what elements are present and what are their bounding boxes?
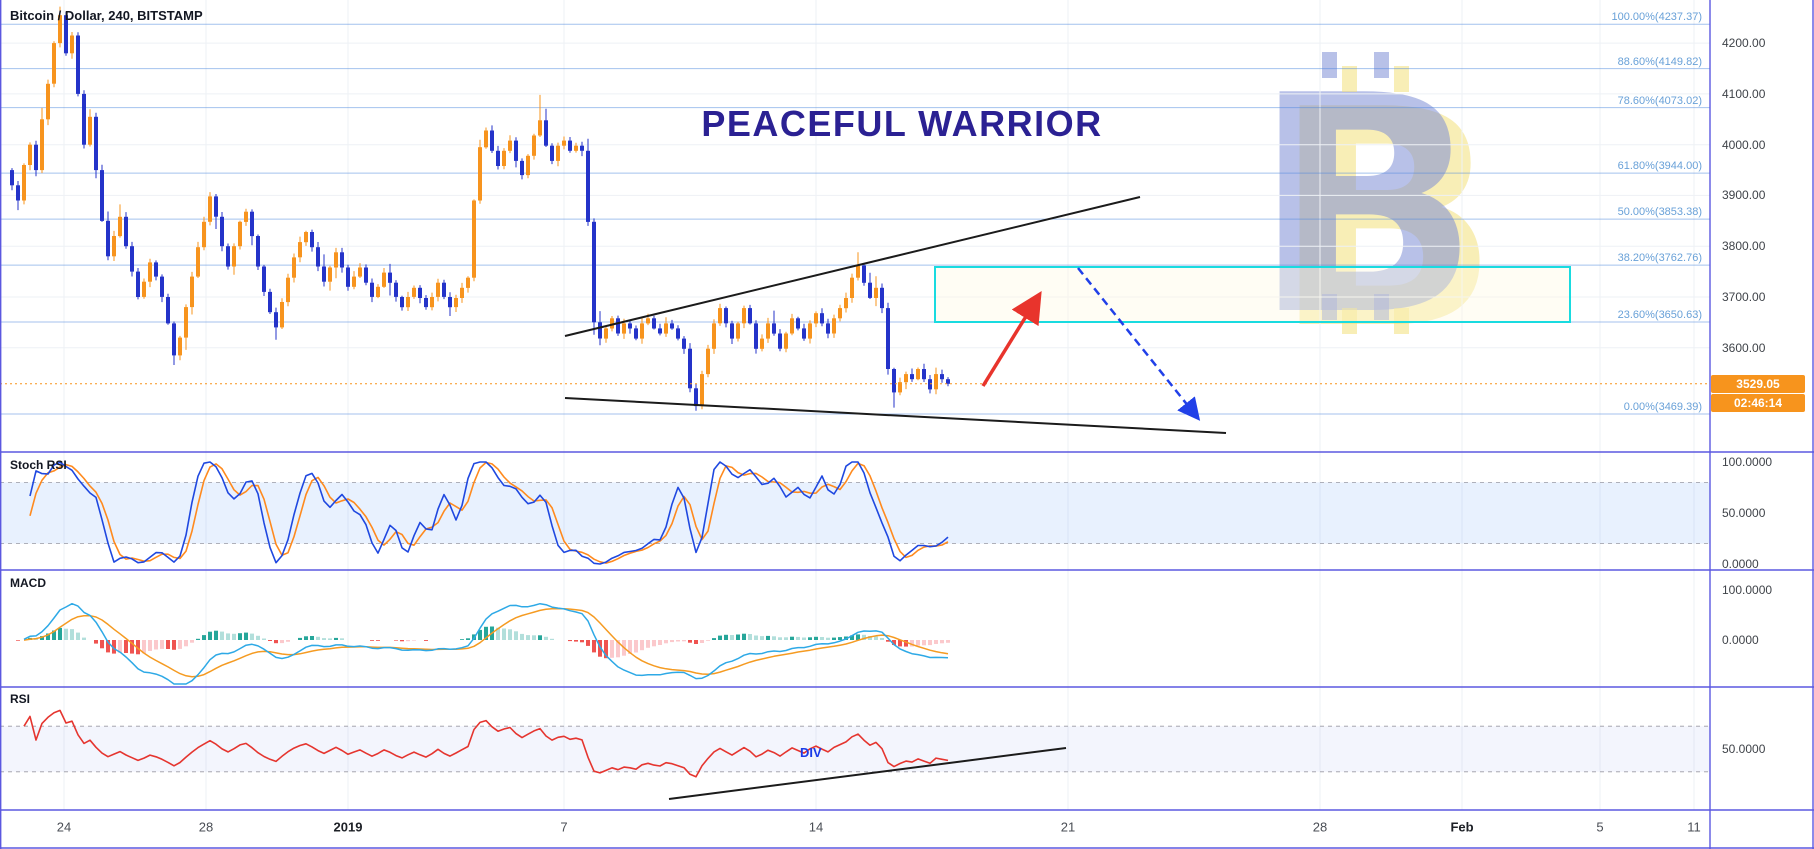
- price-trendline-2[interactable]: [564, 397, 1227, 434]
- bearish-arrow[interactable]: [1077, 267, 1201, 421]
- macd-line: [23, 602, 949, 685]
- stoch-d-line: [29, 461, 949, 564]
- bitcoin-top-bar-icon: [1374, 52, 1389, 78]
- bitcoin-top-bar-icon: [1322, 52, 1337, 78]
- stoch-band: [0, 482, 1710, 544]
- candlestick-series[interactable]: [10, 6, 950, 411]
- bitcoin-watermark: B: [1252, 32, 1481, 381]
- macd-histogram: [16, 626, 950, 659]
- bullish-arrow[interactable]: [981, 291, 1042, 387]
- bitcoin-b-glyph: B: [1252, 32, 1481, 381]
- stoch-k-line: [29, 461, 949, 565]
- gridlines: [0, 0, 1710, 810]
- bitcoin-bottom-bar-icon: [1374, 294, 1389, 320]
- price-trendline-1[interactable]: [564, 196, 1141, 337]
- target-zone-rectangle[interactable]: [934, 266, 1571, 323]
- rsi-band: [0, 726, 1710, 772]
- fib-retracement-lines[interactable]: [0, 23, 1710, 415]
- rsi-divergence-trendline[interactable]: [668, 747, 1067, 800]
- rsi-line: [23, 709, 949, 778]
- bitcoin-bottom-bar-icon: [1322, 294, 1337, 320]
- macd-signal-line: [23, 607, 949, 678]
